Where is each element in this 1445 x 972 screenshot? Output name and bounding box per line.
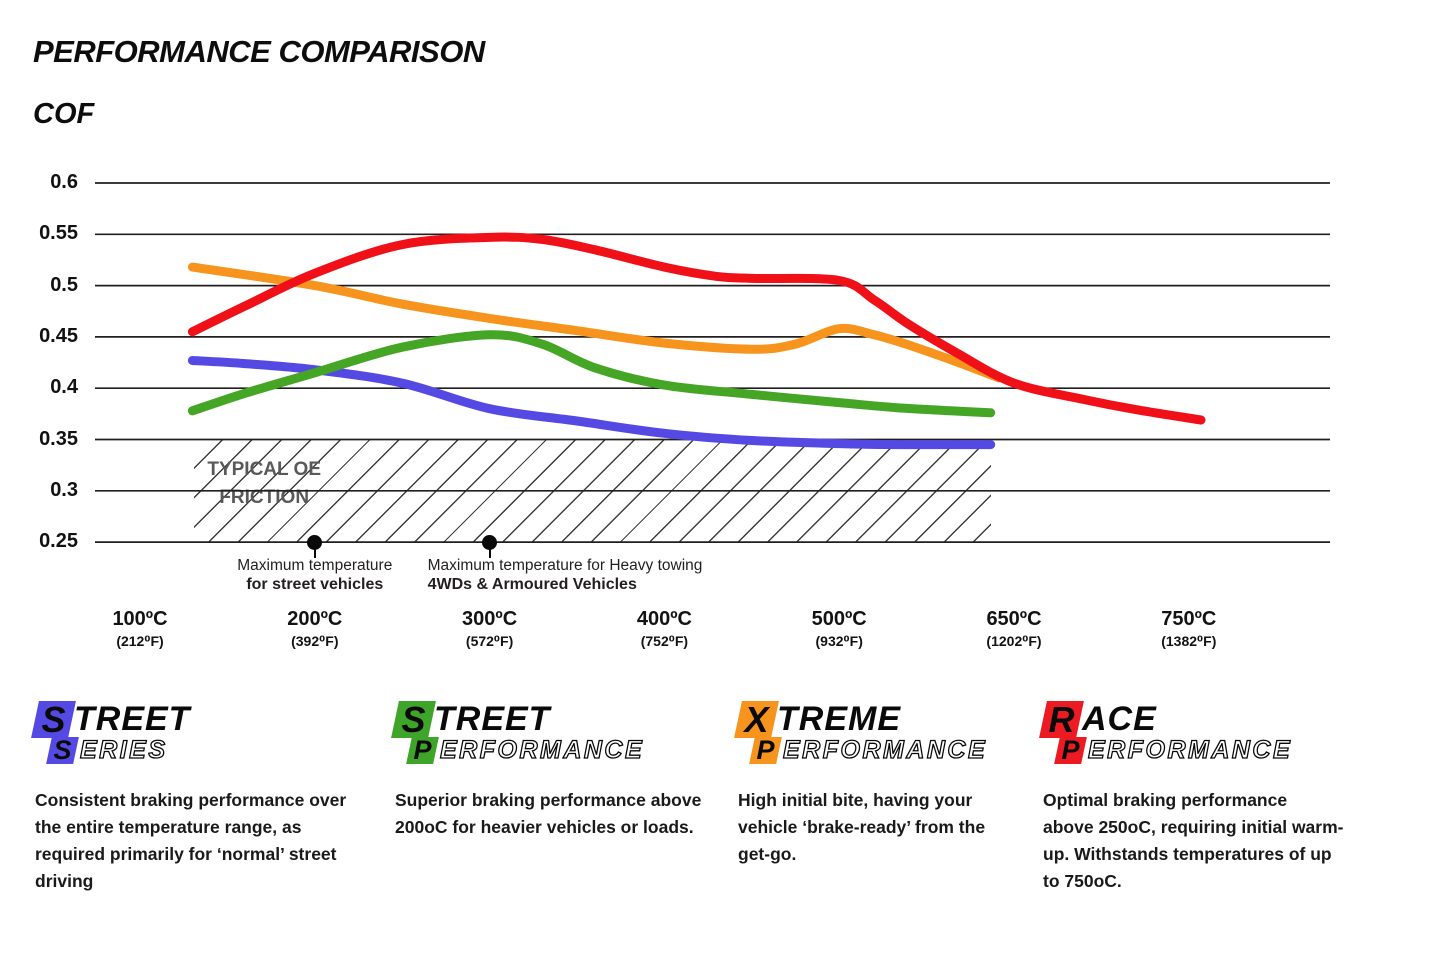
brand-logo-subline: S ERIES [46, 734, 367, 765]
x-axis-tick-400c: 400ºC (752⁰F) [576, 608, 752, 650]
x-axis-tick-500c: 500ºC (932⁰F) [751, 608, 927, 650]
logo-word-primary: TREME [777, 699, 901, 738]
x-axis-tick-650c: 650ºC (1202⁰F) [926, 608, 1102, 650]
x-tick-celsius: 100ºC [112, 608, 168, 630]
logo-initial-small: P [1061, 734, 1080, 765]
brand-logo-street-performance: S TREET [391, 698, 715, 740]
x-axis-tick-100c: 100ºC (212⁰F) [52, 608, 228, 650]
legend-column-race-performance: R ACE P ERFORMANCE Optimal braking performan… [1039, 698, 1358, 895]
logo-word-secondary: ERFORMANCE [439, 735, 645, 764]
max-temp-marker-stem [313, 548, 316, 559]
logo-initial: S [401, 698, 426, 739]
performance-chart: TYPICAL OE FRICTION 0.6 0.55 0.5 0.45 0.4 0.35… [39, 171, 1330, 650]
x-tick-fahrenheit: (932⁰F) [815, 633, 863, 649]
logo-chip: S [391, 698, 436, 739]
oe-friction-label: TYPICAL OE FRICTION [207, 458, 322, 508]
logo-chip-small: P [1054, 734, 1087, 765]
logo-initial-small: P [756, 734, 775, 765]
curve-race-performance [187, 232, 1206, 425]
logo-chip-small: S [46, 734, 79, 765]
logo-word-primary: TREET [434, 699, 551, 738]
brand-description: Consistent braking performance over the … [35, 790, 347, 891]
oe-friction-band: TYPICAL OE FRICTION [194, 439, 991, 543]
y-axis-tick-label: 0.3 [50, 478, 78, 501]
legend-column-street-performance: S TREET P ERFORMANCE Superior braking perfor… [391, 698, 715, 841]
logo-chip: X [734, 698, 779, 739]
logo-initial-small: P [413, 734, 432, 765]
logo-initial: S [41, 698, 66, 739]
logo-word-secondary: ERFORMANCE [1087, 735, 1293, 764]
x-tick-fahrenheit: (572⁰F) [465, 633, 514, 649]
max-temp-annotation: Maximum temperature for Heavy towing 4WDs… [428, 557, 758, 594]
annotation-line2: 4WDs & Armoured Vehicles [427, 575, 637, 593]
brand-logo-race-performance: R ACE [1039, 698, 1358, 740]
logo-chip: R [1039, 698, 1084, 739]
x-tick-fahrenheit: (1382⁰F) [1161, 633, 1217, 649]
max-temp-marker-stem [488, 548, 491, 559]
x-tick-fahrenheit: (1202⁰F) [986, 633, 1042, 649]
page-title: PERFORMANCE COMPARISON [33, 34, 485, 69]
logo-word-secondary: ERIES [79, 735, 168, 764]
logo-chip-small: P [406, 734, 439, 765]
legend-column-street-series: S TREET S ERIES Consistent braking performan… [31, 698, 367, 895]
brand-logo-subline: P ERFORMANCE [1054, 734, 1358, 765]
x-axis-tick-750c: 750ºC (1382⁰F) [1101, 608, 1277, 650]
annotation-line1: Maximum temperature [237, 557, 393, 574]
y-axis-tick-label: 0.55 [39, 222, 78, 245]
x-tick-celsius: 650ºC [986, 608, 1042, 630]
y-axis-tick-label: 0.45 [39, 324, 78, 347]
y-axis-tick-label: 0.25 [39, 530, 78, 553]
curve-street-series [187, 356, 996, 450]
logo-word-secondary: ERFORMANCE [782, 735, 988, 764]
logo-word-primary: ACE [1082, 699, 1157, 738]
x-tick-celsius: 400ºC [636, 608, 692, 630]
brand-logo-xtreme-performance: X TREME [734, 698, 1028, 740]
logo-chip-small: P [749, 734, 782, 765]
brand-description: Optimal braking performance above 250oC,… [1043, 790, 1344, 891]
x-axis-tick-200c: 200ºC (392⁰F) [227, 608, 403, 650]
max-temp-annotation: Maximum temperature for street vehicles [165, 557, 465, 594]
legend-column-xtreme-performance: X TREME P ERFORMANCE High initial bite, havi… [734, 698, 1028, 868]
logo-initial: R [1048, 698, 1075, 739]
x-tick-fahrenheit: (392⁰F) [291, 633, 339, 649]
x-tick-celsius: 300ºC [462, 608, 518, 630]
y-axis-title: COF [33, 98, 95, 130]
brand-description: High initial bite, having your vehicle ‘… [738, 790, 986, 864]
y-axis-tick-label: 0.6 [50, 171, 78, 193]
brand-logo-subline: P ERFORMANCE [406, 734, 715, 765]
curve-street-performance [187, 330, 996, 418]
x-axis-tick-300c: 300ºC (572⁰F) [402, 608, 578, 650]
x-tick-fahrenheit: (212⁰F) [116, 633, 164, 649]
brand-logo-street-series: S TREET [31, 698, 367, 740]
curve-xtreme-performance [187, 262, 1004, 383]
x-tick-fahrenheit: (752⁰F) [640, 633, 689, 649]
x-tick-celsius: 500ºC [811, 608, 867, 630]
brand-logo-subline: P ERFORMANCE [749, 734, 1028, 765]
y-axis-tick-label: 0.35 [39, 427, 78, 450]
y-axis-tick-label: 0.5 [50, 273, 78, 296]
y-axis-tick-label: 0.4 [50, 376, 78, 399]
annotation-line2: for street vehicles [246, 575, 384, 593]
x-tick-celsius: 200ºC [287, 608, 343, 630]
x-tick-celsius: 750ºC [1161, 608, 1217, 630]
logo-initial-small: S [53, 734, 72, 765]
annotation-line1: Maximum temperature for Heavy towing [427, 557, 703, 574]
logo-word-primary: TREET [74, 699, 191, 738]
logo-chip: S [31, 698, 76, 739]
brand-description: Superior braking performance above 200oC… [395, 790, 702, 837]
logo-initial: X [744, 698, 769, 739]
